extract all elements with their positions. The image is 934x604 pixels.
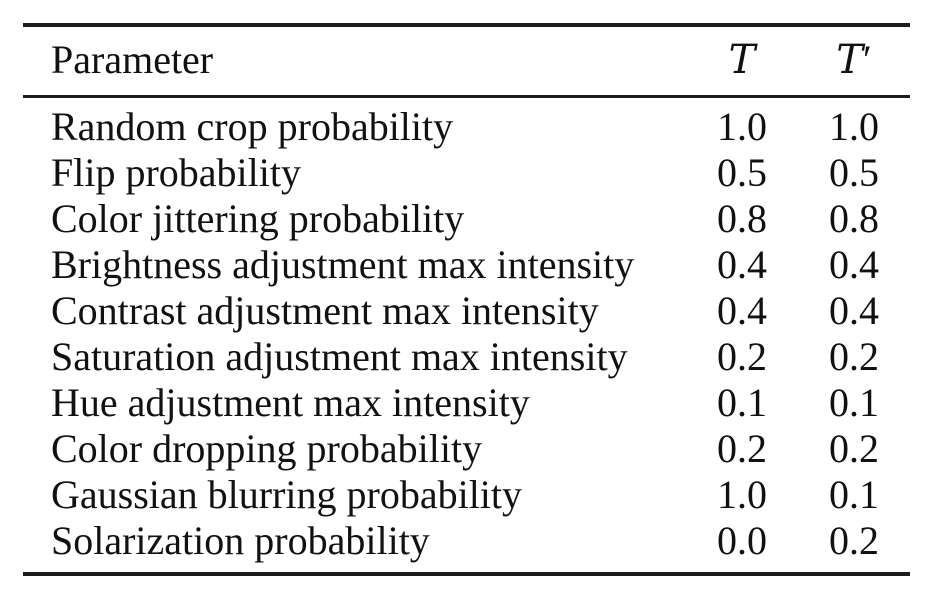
- mathcal-t-symbol: T: [728, 37, 756, 83]
- column-header-t-prime: T′: [798, 25, 910, 98]
- table-body: Random crop probability 1.0 1.0 Flip pro…: [23, 97, 910, 575]
- t-prime-value-cell: 0.4: [829, 288, 879, 333]
- table-row: Saturation adjustment max intensity 0.2 …: [23, 334, 910, 380]
- column-header-parameter: Parameter: [23, 25, 686, 98]
- t-prime-value-cell: 0.2: [829, 426, 879, 471]
- parameter-cell: Color jittering probability: [51, 196, 465, 241]
- t-prime-value-cell: 0.2: [829, 334, 879, 379]
- table-row: Flip probability 0.5 0.5: [23, 150, 910, 196]
- t-value-cell: 0.4: [717, 288, 767, 333]
- t-value-cell: 0.8: [717, 196, 767, 241]
- parameter-cell: Hue adjustment max intensity: [51, 380, 530, 425]
- table-row: Color jittering probability 0.8 0.8: [23, 196, 910, 242]
- parameter-cell: Brightness adjustment max intensity: [51, 242, 635, 287]
- t-value-cell: 0.5: [717, 150, 767, 195]
- parameter-cell: Saturation adjustment max intensity: [51, 334, 628, 379]
- t-value-cell: 0.4: [717, 242, 767, 287]
- augmentation-parameters-table: Parameter T T′ Random crop probability 1…: [23, 23, 910, 576]
- t-prime-value-cell: 0.2: [829, 518, 879, 563]
- t-prime-value-cell: 1.0: [829, 104, 879, 149]
- header-row: Parameter T T′: [23, 25, 910, 98]
- t-prime-value-cell: 0.1: [829, 380, 879, 425]
- table-row: Solarization probability 0.0 0.2: [23, 518, 910, 574]
- parameter-cell: Contrast adjustment max intensity: [51, 288, 599, 333]
- mathcal-t-symbol: T: [836, 37, 863, 83]
- t-prime-value-cell: 0.8: [829, 196, 879, 241]
- t-value-cell: 1.0: [717, 472, 767, 517]
- table-row: Brightness adjustment max intensity 0.4 …: [23, 242, 910, 288]
- table-row: Hue adjustment max intensity 0.1 0.1: [23, 380, 910, 426]
- t-value-cell: 0.2: [717, 334, 767, 379]
- t-value-cell: 0.1: [717, 380, 767, 425]
- table-row: Contrast adjustment max intensity 0.4 0.…: [23, 288, 910, 334]
- table-header: Parameter T T′: [23, 25, 910, 98]
- parameter-cell: Gaussian blurring probability: [51, 472, 523, 517]
- parameter-cell: Color dropping probability: [51, 426, 483, 471]
- t-prime-value-cell: 0.5: [829, 150, 879, 195]
- prime-symbol: ′: [862, 37, 872, 82]
- parameter-cell: Random crop probability: [51, 104, 454, 149]
- parameter-cell: Flip probability: [51, 150, 301, 195]
- parameter-cell: Solarization probability: [51, 518, 430, 563]
- t-value-cell: 1.0: [717, 104, 767, 149]
- augmentation-parameters-table-wrap: Parameter T T′ Random crop probability 1…: [23, 23, 910, 576]
- column-header-t: T: [686, 25, 798, 98]
- table-row: Random crop probability 1.0 1.0: [23, 97, 910, 151]
- t-value-cell: 0.2: [717, 426, 767, 471]
- t-prime-value-cell: 0.1: [829, 472, 879, 517]
- table-row: Color dropping probability 0.2 0.2: [23, 426, 910, 472]
- t-prime-value-cell: 0.4: [829, 242, 879, 287]
- table-row: Gaussian blurring probability 1.0 0.1: [23, 472, 910, 518]
- t-value-cell: 0.0: [717, 518, 767, 563]
